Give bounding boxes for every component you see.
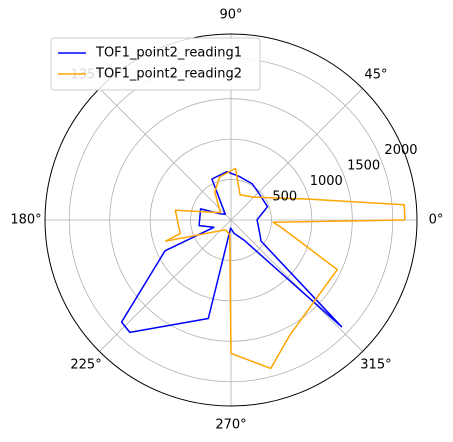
angle-tick-label: 225°	[70, 357, 101, 372]
radial-tick-label: 500	[272, 190, 297, 205]
legend-label-1: TOF1_point2_reading1	[95, 46, 242, 61]
series-layer	[120, 167, 406, 370]
polar-frame	[44, 33, 418, 407]
angle-tick-label: 90°	[219, 8, 242, 23]
angle-tick-label: 45°	[364, 68, 387, 83]
radial-tick-label: 2000	[384, 143, 417, 158]
radial-tick-labels: 500 1000 1500 2000	[272, 143, 417, 204]
series-line-1	[120, 170, 343, 334]
series-line-2	[164, 167, 406, 370]
angle-gridline-3	[99, 88, 232, 221]
radial-tick-label: 1500	[347, 159, 380, 174]
angle-gridline-1	[230, 88, 363, 221]
angle-tick-label: 270°	[215, 418, 246, 433]
angle-tick-label: 315°	[360, 357, 391, 372]
legend-box	[50, 37, 261, 91]
legend-label-2: TOF1_point2_reading2	[95, 67, 242, 82]
radial-tick-label: 1000	[310, 174, 343, 189]
angle-tick-label: 180°	[10, 213, 41, 228]
angle-tick-label: 0°	[429, 213, 444, 228]
legend: TOF1_point2_reading1 TOF1_point2_reading2	[50, 37, 261, 91]
angle-gridline-7	[230, 219, 363, 352]
angle-gridline-5	[99, 219, 232, 352]
